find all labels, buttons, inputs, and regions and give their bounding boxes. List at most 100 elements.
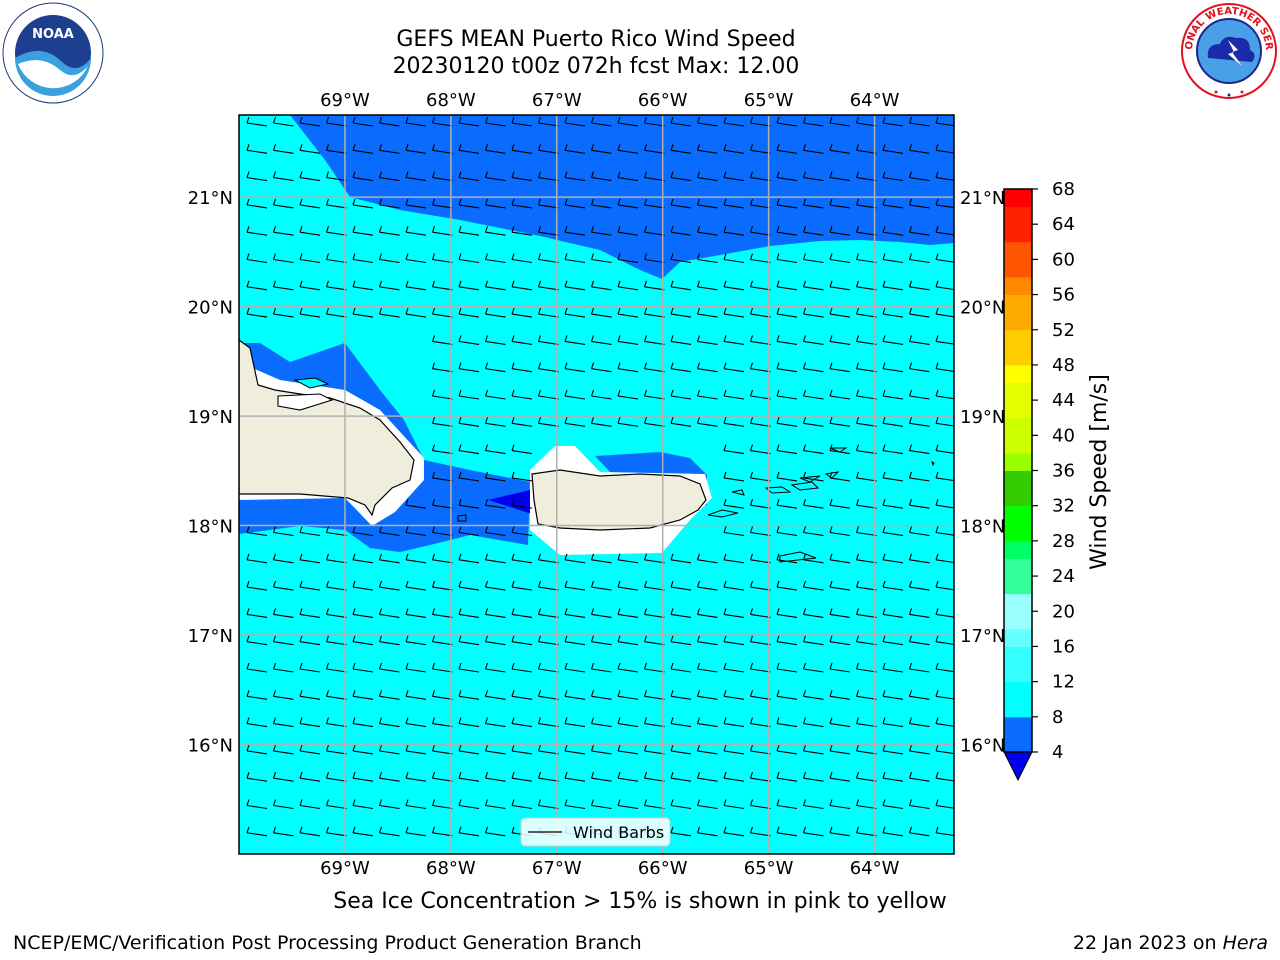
wind-barb: [749, 171, 771, 182]
wind-barb: [431, 580, 453, 591]
colorbar-segment: [1004, 206, 1032, 225]
wind-barb: [246, 171, 268, 182]
colorbar-tick-label: 68: [1052, 179, 1075, 200]
wind-barb: [829, 335, 851, 345]
wind-barb: [670, 717, 692, 728]
wind-barb: [643, 253, 665, 264]
wind-barb: [882, 335, 904, 345]
wind-barb: [537, 580, 559, 591]
wind-barb: [246, 226, 268, 236]
wind-barb: [511, 772, 533, 782]
wind-barb: [458, 717, 480, 728]
wind-barb: [670, 198, 692, 209]
colorbar-tick-label: 52: [1052, 320, 1075, 341]
wind-barb: [246, 580, 268, 591]
wind-barb: [802, 580, 824, 591]
colorbar-tick-label: 4: [1052, 742, 1063, 763]
lon-label-bottom: 69°W: [320, 858, 370, 879]
colorbar-tick-label: 56: [1052, 285, 1075, 306]
colorbar-tick-label: 48: [1052, 355, 1075, 376]
wind-barb: [564, 635, 586, 646]
wind-barb: [935, 362, 954, 372]
wind-barb: [749, 471, 771, 482]
wind-barb: [829, 580, 851, 591]
wind-barb: [325, 253, 347, 264]
wind-barb: [776, 116, 798, 127]
wind-barb: [378, 280, 400, 291]
wind-barb: [378, 116, 400, 127]
wind-barb: [855, 799, 877, 810]
wind-barb: [431, 171, 453, 182]
wind-barb: [802, 526, 824, 537]
wind-barb: [537, 662, 559, 673]
wind-barb: [723, 772, 745, 782]
wind-barb: [882, 171, 904, 182]
wind-barb: [272, 635, 294, 646]
wind-barb: [802, 608, 824, 618]
wind-barb: [299, 226, 321, 236]
colorbar-segment: [1004, 523, 1032, 542]
wind-barb: [670, 389, 692, 400]
wind-barb: [829, 116, 851, 127]
wind-barb: [564, 280, 586, 291]
wind-barb: [325, 690, 347, 700]
wind-barb: [670, 144, 692, 154]
wind-barb: [723, 826, 745, 837]
wind-barb: [829, 198, 851, 209]
wind-barb: [325, 717, 347, 728]
wind-barb: [908, 389, 930, 400]
wind-barb: [855, 580, 877, 591]
wind-barb: [564, 253, 586, 264]
colorbar-tick-label: 24: [1052, 566, 1075, 587]
wind-barb: [431, 389, 453, 400]
wind-barb: [723, 499, 745, 509]
wind-barb: [431, 499, 453, 509]
wind-barb: [378, 226, 400, 236]
wind-barb: [855, 526, 877, 537]
wind-barb: [829, 471, 851, 482]
wind-barb: [882, 662, 904, 673]
wind-barb: [246, 307, 268, 318]
wind-barb: [829, 362, 851, 373]
wind-barb: [246, 744, 268, 755]
wind-barb: [378, 662, 400, 673]
wind-barb: [882, 144, 904, 154]
wind-barb: [696, 608, 718, 618]
wind-barb: [696, 744, 718, 755]
wind-barb: [272, 116, 294, 127]
wind-barb: [564, 171, 586, 182]
wind-barb: [802, 553, 824, 564]
footer-date-text: 22 Jan 2023 on: [1072, 932, 1223, 954]
wind-barb: [696, 799, 718, 810]
wind-barb: [829, 717, 851, 728]
wind-barb: [511, 499, 533, 509]
wind-barb: [749, 608, 771, 618]
wind-barb: [696, 389, 718, 400]
wind-barb: [405, 307, 427, 318]
wind-barb: [776, 171, 798, 182]
wind-barb: [246, 280, 268, 291]
wind-barb: [935, 772, 954, 782]
wind-barb: [829, 171, 851, 182]
wind-barb: [855, 826, 877, 837]
wind-barb: [776, 226, 798, 236]
wind-barb: [405, 580, 427, 591]
wind-barb: [299, 744, 321, 755]
lon-label-top: 69°W: [320, 90, 370, 111]
lon-label-top: 66°W: [638, 90, 688, 111]
wind-barb: [723, 417, 745, 427]
wind-barb: [829, 826, 851, 837]
wind-barb: [829, 526, 851, 537]
wind-barb: [246, 526, 268, 537]
wind-barb: [749, 690, 771, 700]
wind-barb: [855, 307, 877, 318]
wind-barb: [405, 553, 427, 564]
wind-barb: [511, 417, 533, 427]
wind-barb: [484, 171, 506, 182]
wind-barb: [935, 635, 954, 645]
wind-barb: [405, 280, 427, 291]
wind-barb: [670, 662, 692, 673]
wind-barb: [670, 253, 692, 264]
wind-barb: [590, 608, 612, 618]
wind-barb: [590, 717, 612, 728]
